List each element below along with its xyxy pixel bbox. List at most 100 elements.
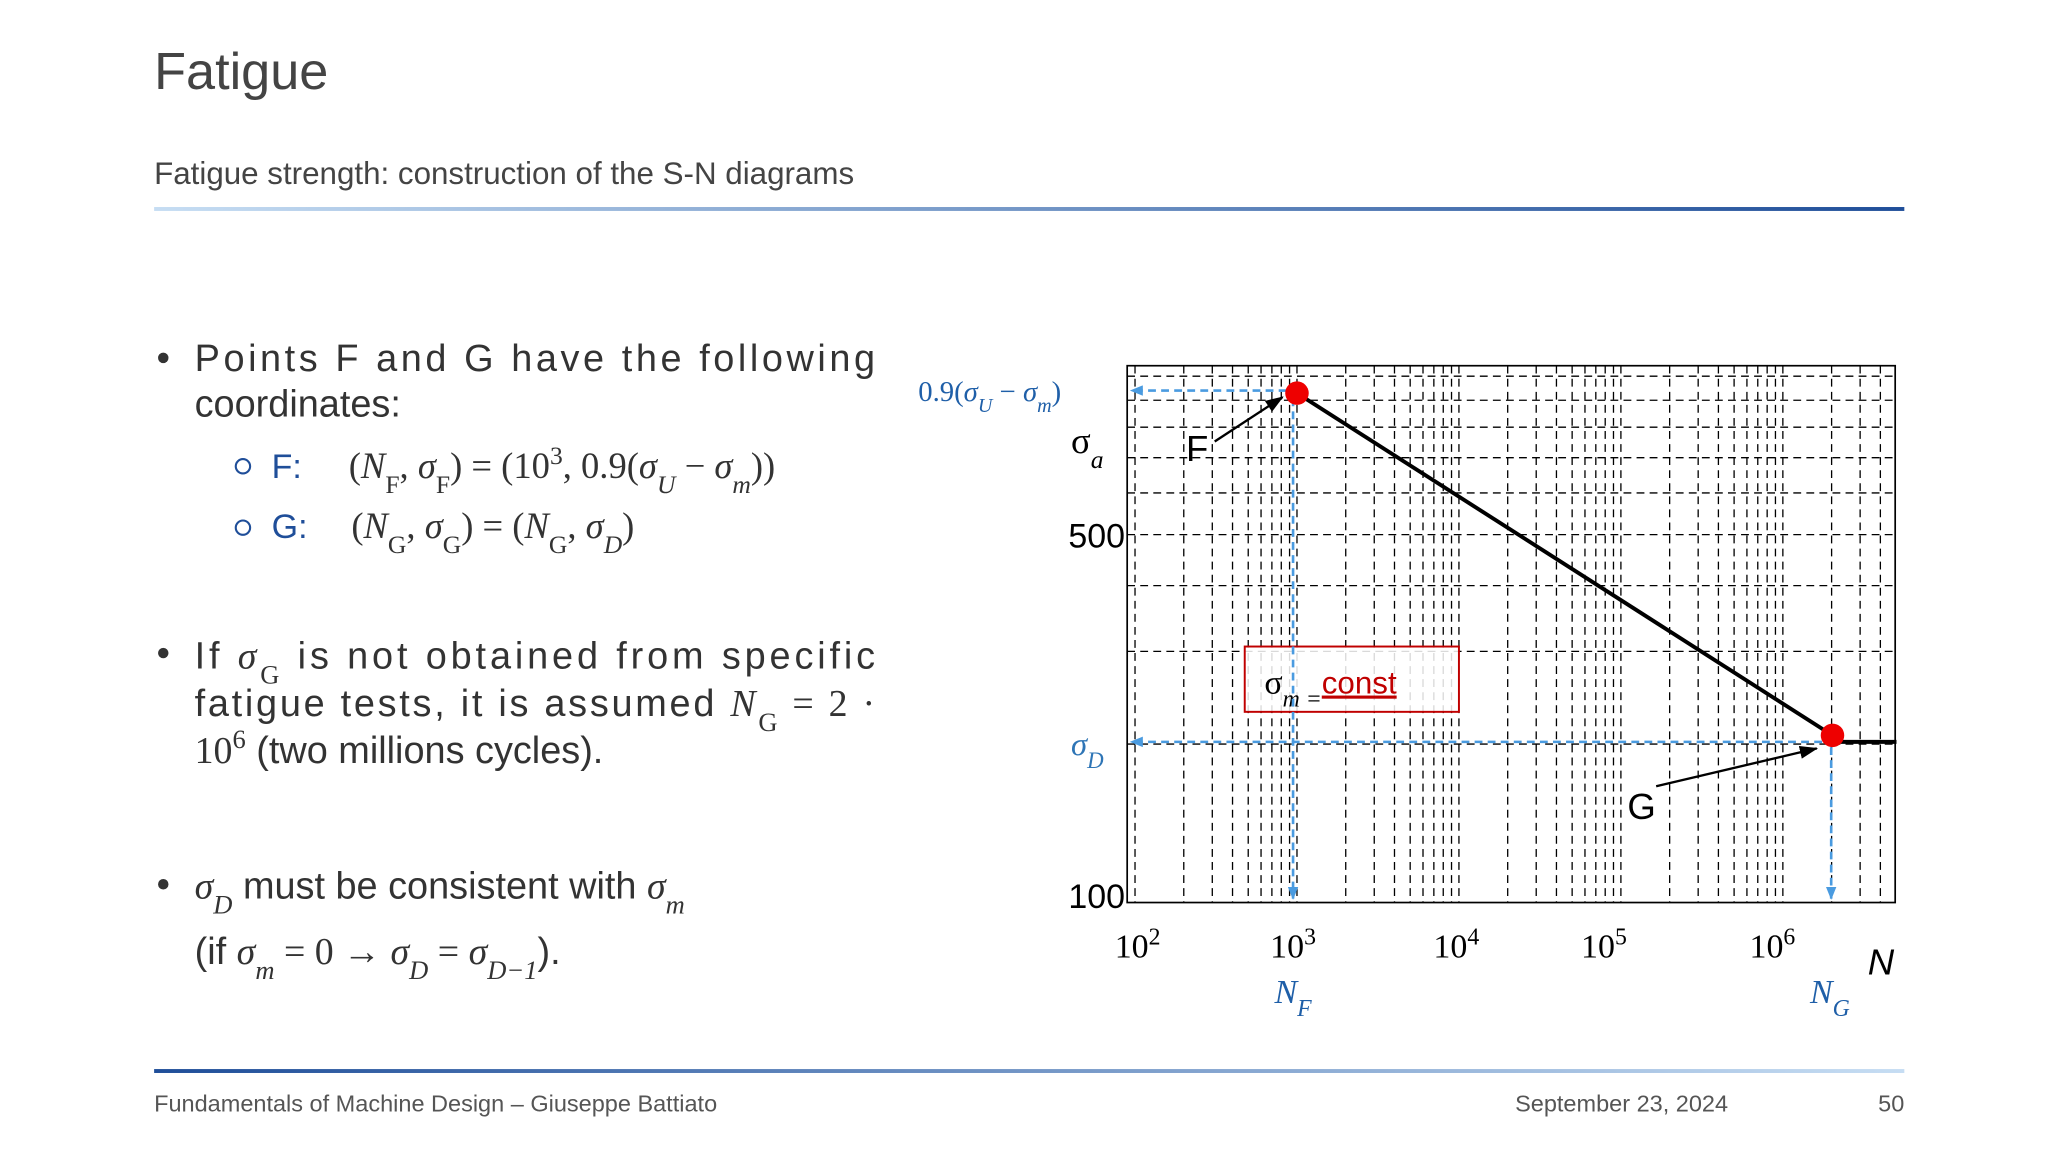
text-piece: N: [1273, 974, 1299, 1011]
text-piece: 10: [1433, 928, 1467, 965]
text-piece: G: [388, 530, 406, 559]
text-piece: must be consistent with: [232, 866, 647, 908]
text-piece: fatigue tests, it is assumed: [195, 683, 728, 725]
header-rule: [154, 207, 1905, 211]
text-piece: 6: [232, 724, 245, 754]
text-piece: −: [675, 445, 714, 486]
text-piece: σ: [1071, 727, 1089, 763]
text-piece: σ: [1023, 376, 1039, 408]
text-piece: ,: [400, 445, 418, 486]
text-piece: σ: [586, 505, 606, 546]
formula: (NG, σG) = (NG, σD): [351, 505, 634, 559]
sn-line: [1295, 391, 1834, 737]
text-piece: σ: [238, 636, 258, 678]
text-piece: U: [657, 470, 677, 499]
text-piece: N: [729, 683, 758, 725]
text-piece: G: [549, 530, 567, 559]
point-label: F: [1186, 428, 1208, 469]
text-piece: m =: [1283, 687, 1322, 713]
text-piece: m: [1037, 395, 1052, 417]
text-piece: ,: [406, 505, 424, 546]
x-label: NG: [1809, 974, 1850, 1022]
bullet-text: σD must be consistent with σm: [195, 866, 685, 920]
bullet-text: Points F and G have the following: [195, 338, 875, 380]
text-piece: σ: [425, 505, 445, 546]
text-piece: m: [666, 890, 685, 920]
text-piece: , 0.9(: [563, 445, 639, 486]
x-tick-label: 104: [1433, 924, 1479, 965]
text-piece: σ: [418, 445, 438, 486]
text-piece: 2: [1149, 924, 1161, 950]
text-piece: = 2 ·: [780, 683, 875, 725]
text-piece: N: [523, 505, 551, 546]
condition-box: [1243, 645, 1460, 713]
text-piece: (: [351, 505, 363, 546]
y-label: σD: [1071, 727, 1104, 773]
footer-rule: [154, 1069, 1905, 1073]
text-piece: 0.9(: [918, 376, 963, 408]
footer-text: Fundamentals of Machine Design – Giusepp…: [154, 1091, 717, 1117]
text-piece: D: [603, 530, 623, 559]
condition-text: σm =const: [1264, 665, 1397, 713]
sub-bullet: [234, 519, 252, 536]
text-piece: (: [349, 445, 361, 486]
page-number: 50: [1878, 1091, 1904, 1117]
text-piece: σ: [647, 866, 667, 908]
text-piece: 10: [1749, 928, 1783, 965]
text-piece: ) = (10: [450, 445, 550, 486]
text-piece: N: [363, 505, 391, 546]
text-piece: is not obtained from specific: [283, 636, 875, 678]
text-piece: F: [385, 470, 399, 499]
text-piece: ) = (: [461, 505, 524, 546]
text-piece: 6: [1783, 924, 1795, 950]
text-piece: ): [1052, 376, 1062, 408]
text-piece: σ: [390, 931, 410, 973]
text-piece: F: [1296, 996, 1312, 1022]
text-piece: N: [1809, 974, 1835, 1011]
point-label: G:: [272, 508, 308, 546]
text-piece: D: [1086, 747, 1104, 772]
text-piece: σ: [964, 376, 980, 408]
text-piece: F: [436, 470, 450, 499]
text-piece: ).: [538, 931, 561, 973]
text-piece: (if: [195, 931, 237, 973]
sn-diagram: [1127, 365, 1896, 903]
text-piece: = 0 →: [274, 931, 390, 973]
x-tick-label: 103: [1270, 924, 1316, 965]
text-piece: 10: [1115, 928, 1149, 965]
text-piece: σ: [1071, 420, 1091, 461]
bullet-text: 106 (two millions cycles).: [195, 724, 604, 772]
point-label: F:: [272, 448, 302, 486]
y-label: 0.9(σU − σm): [918, 376, 1061, 417]
text-piece: G: [260, 660, 279, 690]
text-piece: G: [1833, 996, 1850, 1022]
text-piece: 10: [195, 730, 233, 772]
plot-frame: [1126, 364, 1897, 904]
text-piece: σ: [1264, 665, 1282, 702]
text-piece: σ: [639, 445, 659, 486]
sub-bullet: [234, 458, 252, 475]
text-piece: σ: [469, 931, 489, 973]
bullet: [158, 352, 169, 364]
text-piece: 3: [1304, 924, 1316, 950]
text-piece: σ: [714, 445, 734, 486]
y-tick-label: 500: [1068, 517, 1125, 555]
text-piece: 4: [1467, 924, 1479, 950]
text-piece: N: [360, 445, 388, 486]
bullet: [158, 647, 169, 659]
x-tick-label: 105: [1581, 924, 1627, 965]
guides: [1129, 385, 1837, 900]
bullet-text: (if σm = 0 → σD = σD−1).: [195, 931, 561, 985]
x-tick-label: 106: [1749, 924, 1795, 965]
subtitle: Fatigue strength: construction of the S-…: [154, 156, 854, 191]
pointer: [1655, 745, 1819, 788]
y-tick-label: 100: [1068, 878, 1125, 916]
text-piece: σ: [237, 931, 257, 973]
text-piece: =: [428, 931, 468, 973]
x-label: NF: [1273, 974, 1312, 1022]
text-piece: a: [1091, 445, 1104, 474]
text-piece: D: [408, 955, 428, 985]
